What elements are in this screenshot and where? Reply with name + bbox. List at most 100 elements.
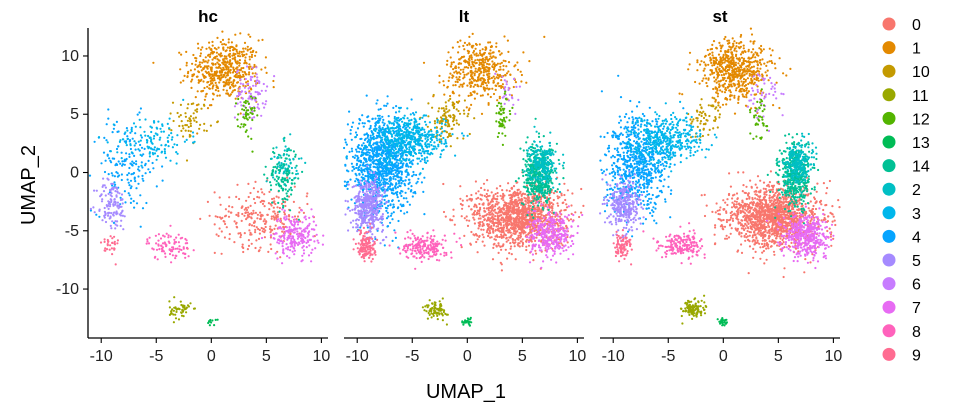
point-cluster-1 — [456, 71, 459, 74]
point-cluster-4 — [378, 184, 381, 187]
point-cluster-10 — [444, 111, 447, 114]
point-cluster-7 — [285, 243, 288, 246]
point-cluster-5 — [349, 221, 352, 224]
point-cluster-1 — [443, 93, 446, 96]
point-cluster-1 — [245, 53, 248, 56]
point-cluster-3 — [409, 165, 412, 168]
point-cluster-8 — [167, 240, 170, 243]
point-cluster-1 — [479, 53, 482, 57]
point-cluster-0 — [276, 213, 279, 216]
point-cluster-1 — [475, 43, 478, 47]
point-cluster-1 — [503, 35, 506, 38]
point-cluster-5 — [375, 198, 378, 201]
point-cluster-12 — [497, 132, 500, 135]
point-cluster-1 — [237, 74, 240, 77]
point-cluster-4 — [130, 197, 133, 200]
point-cluster-0 — [224, 208, 227, 211]
point-cluster-7 — [282, 228, 285, 231]
point-cluster-5 — [114, 203, 117, 206]
point-cluster-5 — [374, 174, 377, 177]
point-cluster-5 — [368, 198, 371, 201]
point-cluster-6 — [512, 77, 516, 81]
x-tick-label-hc: 10 — [312, 348, 330, 365]
point-cluster-1 — [207, 65, 210, 68]
point-cluster-12 — [244, 106, 247, 109]
point-cluster-1 — [500, 52, 503, 55]
point-cluster-4 — [134, 148, 137, 151]
point-cluster-14 — [285, 172, 288, 175]
point-cluster-3 — [403, 114, 406, 117]
point-cluster-4 — [374, 166, 377, 169]
point-cluster-7 — [314, 247, 317, 250]
point-cluster-1 — [244, 61, 247, 64]
point-cluster-4 — [379, 148, 382, 151]
point-cluster-4 — [412, 170, 415, 174]
point-cluster-1 — [221, 38, 225, 42]
point-cluster-3 — [168, 127, 171, 130]
point-cluster-7 — [310, 260, 313, 263]
point-cluster-1 — [196, 42, 200, 45]
point-cluster-4 — [356, 155, 359, 158]
point-cluster-0 — [514, 258, 517, 261]
point-cluster-1 — [452, 91, 455, 95]
point-cluster-0 — [279, 217, 282, 220]
point-cluster-8 — [186, 242, 189, 245]
point-cluster-4 — [124, 201, 127, 204]
point-cluster-4 — [407, 165, 410, 168]
point-cluster-1 — [223, 84, 226, 87]
point-cluster-4 — [386, 124, 389, 127]
point-cluster-5 — [354, 184, 357, 187]
point-cluster-0 — [213, 191, 216, 194]
point-cluster-10 — [462, 109, 465, 112]
point-cluster-4 — [361, 114, 364, 117]
point-cluster-5 — [372, 225, 375, 228]
point-cluster-3 — [390, 122, 393, 125]
point-cluster-3 — [192, 135, 195, 138]
point-cluster-5 — [374, 236, 377, 239]
point-cluster-5 — [366, 195, 369, 198]
point-cluster-4 — [377, 117, 380, 120]
point-cluster-3 — [425, 123, 428, 126]
point-cluster-1 — [479, 49, 482, 52]
point-cluster-14 — [281, 198, 284, 201]
point-cluster-3 — [139, 126, 142, 129]
point-cluster-14 — [293, 182, 296, 185]
point-cluster-1 — [483, 87, 486, 90]
point-cluster-4 — [389, 221, 392, 224]
point-cluster-4 — [126, 135, 129, 138]
point-cluster-1 — [458, 45, 461, 48]
point-cluster-5 — [112, 211, 115, 214]
point-cluster-1 — [476, 92, 479, 95]
point-cluster-0 — [240, 219, 243, 222]
point-cluster-12 — [495, 120, 498, 123]
point-cluster-1 — [481, 77, 484, 80]
point-cluster-7 — [312, 215, 315, 218]
point-cluster-4 — [354, 180, 357, 183]
point-cluster-4 — [399, 209, 402, 212]
point-cluster-6 — [251, 76, 254, 79]
point-cluster-14 — [285, 157, 288, 160]
point-cluster-10 — [455, 122, 458, 125]
point-cluster-1 — [247, 33, 250, 36]
point-cluster-4 — [355, 150, 358, 153]
point-cluster-5 — [375, 187, 378, 190]
point-cluster-6 — [514, 112, 517, 115]
point-cluster-10 — [445, 107, 448, 110]
point-cluster-7 — [292, 235, 295, 238]
point-cluster-3 — [411, 138, 414, 141]
point-cluster-3 — [176, 134, 179, 137]
point-cluster-4 — [132, 200, 135, 203]
point-cluster-0 — [274, 224, 277, 227]
point-cluster-7 — [290, 223, 293, 226]
point-cluster-10 — [458, 112, 462, 115]
point-cluster-14 — [280, 156, 283, 159]
point-cluster-7 — [304, 227, 307, 230]
point-cluster-9 — [104, 249, 107, 252]
point-cluster-3 — [438, 138, 441, 141]
point-cluster-3 — [412, 154, 415, 158]
point-cluster-5 — [367, 214, 370, 217]
point-cluster-3 — [157, 148, 161, 151]
point-cluster-4 — [399, 166, 402, 169]
point-cluster-2 — [297, 157, 301, 160]
point-cluster-9 — [111, 237, 114, 240]
